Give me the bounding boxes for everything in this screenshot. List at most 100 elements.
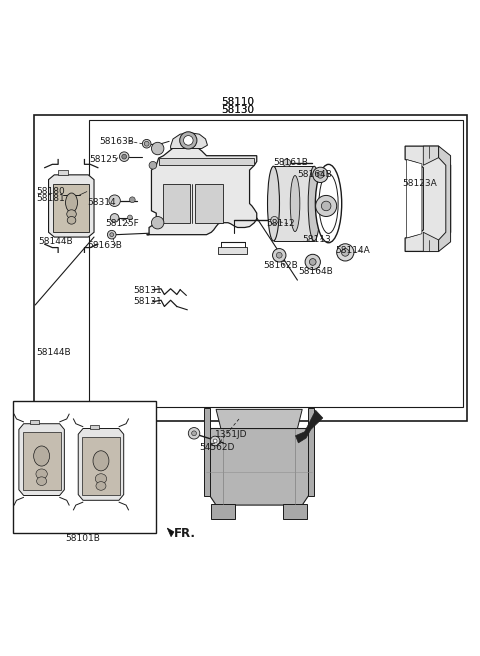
Polygon shape: [407, 159, 422, 238]
Circle shape: [152, 142, 164, 155]
Polygon shape: [308, 409, 314, 495]
Polygon shape: [167, 528, 174, 537]
Bar: [34, 115, 468, 421]
Ellipse shape: [308, 166, 320, 241]
Circle shape: [213, 439, 217, 443]
Polygon shape: [147, 145, 257, 235]
Circle shape: [317, 171, 324, 178]
Polygon shape: [405, 146, 451, 251]
Polygon shape: [204, 409, 210, 495]
Circle shape: [322, 201, 331, 211]
Text: FR.: FR.: [174, 527, 196, 541]
Text: 58144B: 58144B: [36, 348, 71, 358]
Circle shape: [183, 136, 193, 145]
Polygon shape: [19, 424, 64, 495]
Circle shape: [110, 233, 114, 237]
Text: 58163B: 58163B: [87, 241, 122, 250]
Circle shape: [305, 255, 321, 270]
Text: 58314: 58314: [87, 198, 116, 207]
Polygon shape: [296, 410, 323, 443]
Circle shape: [128, 215, 132, 220]
Text: 58161B: 58161B: [274, 158, 308, 167]
Polygon shape: [48, 175, 94, 237]
Circle shape: [180, 132, 197, 149]
Circle shape: [120, 152, 129, 161]
Text: 58131: 58131: [134, 297, 163, 306]
Bar: [218, 247, 247, 254]
Circle shape: [313, 167, 328, 182]
Circle shape: [143, 140, 151, 148]
Ellipse shape: [93, 451, 109, 471]
Text: 58123A: 58123A: [403, 179, 437, 188]
Circle shape: [108, 230, 116, 239]
Circle shape: [283, 159, 291, 167]
Bar: [30, 420, 39, 424]
Text: 58130: 58130: [221, 105, 254, 115]
Text: 58181: 58181: [36, 194, 65, 203]
Polygon shape: [158, 158, 254, 165]
Ellipse shape: [34, 446, 49, 466]
Ellipse shape: [315, 165, 342, 243]
Text: 58144B: 58144B: [38, 237, 72, 247]
Circle shape: [110, 214, 119, 222]
Circle shape: [276, 253, 282, 258]
Bar: [274, 166, 314, 241]
Polygon shape: [53, 184, 89, 232]
Circle shape: [273, 249, 286, 262]
Ellipse shape: [67, 216, 76, 224]
Text: 58131: 58131: [134, 286, 163, 295]
Circle shape: [316, 195, 336, 216]
Ellipse shape: [290, 176, 300, 232]
Circle shape: [210, 436, 220, 445]
Circle shape: [152, 216, 164, 229]
Polygon shape: [216, 409, 302, 428]
Ellipse shape: [96, 482, 106, 490]
Circle shape: [310, 258, 316, 265]
Polygon shape: [23, 432, 60, 490]
Bar: [90, 424, 99, 428]
Bar: [58, 170, 68, 175]
Text: 54562D: 54562D: [199, 443, 235, 452]
Text: 58112: 58112: [266, 219, 295, 228]
Polygon shape: [211, 504, 235, 520]
Text: 58162B: 58162B: [263, 261, 298, 270]
Polygon shape: [163, 184, 190, 222]
Text: 58110: 58110: [221, 97, 254, 107]
Circle shape: [149, 161, 157, 169]
Text: 58180: 58180: [36, 187, 65, 196]
Text: 58164B: 58164B: [298, 171, 332, 179]
Ellipse shape: [267, 166, 279, 241]
Circle shape: [341, 249, 349, 256]
Polygon shape: [194, 184, 223, 222]
Circle shape: [336, 244, 354, 261]
Ellipse shape: [319, 174, 338, 234]
Bar: [12, 401, 156, 533]
Circle shape: [188, 428, 200, 439]
Circle shape: [271, 216, 278, 224]
Polygon shape: [206, 428, 312, 505]
Polygon shape: [423, 146, 439, 165]
Text: 1351JD: 1351JD: [215, 430, 248, 439]
Polygon shape: [283, 504, 307, 520]
Ellipse shape: [66, 193, 77, 212]
Circle shape: [130, 197, 135, 203]
Text: 58125: 58125: [89, 155, 118, 164]
Bar: [89, 120, 463, 407]
Ellipse shape: [95, 474, 107, 483]
Polygon shape: [170, 133, 207, 148]
Text: 58163B: 58163B: [99, 137, 134, 146]
Circle shape: [144, 141, 149, 146]
Text: 58113: 58113: [302, 235, 331, 244]
Circle shape: [109, 195, 120, 207]
Text: 58130: 58130: [221, 105, 254, 115]
Polygon shape: [439, 146, 451, 251]
Polygon shape: [423, 232, 439, 251]
Text: 58114A: 58114A: [336, 246, 371, 255]
Text: 58164B: 58164B: [299, 267, 333, 276]
Circle shape: [122, 154, 127, 159]
Text: 58110: 58110: [221, 97, 254, 107]
Circle shape: [192, 431, 196, 436]
Polygon shape: [82, 437, 120, 495]
Ellipse shape: [67, 210, 76, 218]
Text: 58101B: 58101B: [66, 534, 100, 543]
